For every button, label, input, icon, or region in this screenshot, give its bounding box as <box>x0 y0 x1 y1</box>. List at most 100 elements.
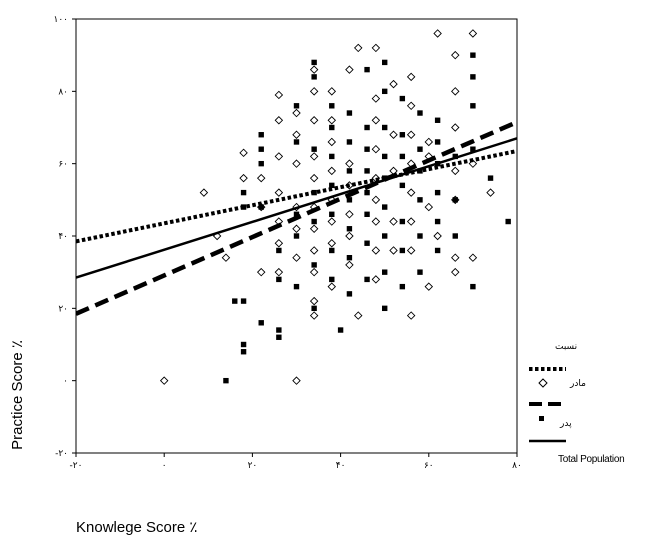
father-point <box>417 197 423 203</box>
father-point <box>505 218 511 225</box>
mother-point <box>292 224 301 234</box>
mother-point <box>292 376 301 385</box>
mother-point <box>309 173 319 183</box>
father-point <box>346 110 353 116</box>
mother-point <box>274 90 284 100</box>
father-point <box>470 52 476 58</box>
father-point <box>364 146 370 152</box>
mother-point <box>309 246 319 255</box>
father-point <box>470 283 476 290</box>
mother-point <box>199 188 209 197</box>
father-point <box>329 247 335 254</box>
mother-point <box>256 267 266 277</box>
father-point <box>346 291 353 297</box>
father-point <box>293 211 300 217</box>
father-point <box>258 160 264 167</box>
mother-point <box>239 148 248 158</box>
mother-point <box>309 152 319 161</box>
x-tick-label: ۴۰ <box>336 461 346 471</box>
mother-point <box>345 260 354 270</box>
y-axis-ticks: -۲۰ ۰ ۲۰ ۴۰ ۶۰ ۸۰ ۱۰۰ <box>53 15 76 459</box>
father-point <box>364 189 370 196</box>
father-fit-line <box>76 120 517 316</box>
mother-point <box>327 87 337 96</box>
father-point <box>399 247 406 254</box>
father-point <box>364 124 370 131</box>
y-axis-title: Practice Score ٪ <box>9 340 26 450</box>
father-point <box>382 204 388 210</box>
mother-point <box>309 311 319 320</box>
mother-point <box>274 267 284 277</box>
father-point <box>240 341 247 348</box>
mother-point <box>354 311 363 320</box>
father-point <box>364 211 370 217</box>
mother-point <box>406 130 416 139</box>
father-point <box>311 146 317 152</box>
father-point <box>276 334 282 340</box>
father-point <box>311 74 317 80</box>
mother-point <box>371 246 381 255</box>
father-point <box>470 74 476 80</box>
mother-point <box>406 101 416 111</box>
father-point <box>346 197 353 203</box>
legend-label-father: پدر <box>559 419 572 429</box>
mother-point <box>371 144 381 154</box>
mother-point <box>292 108 301 118</box>
mother-point <box>424 202 434 212</box>
father-point <box>434 117 441 123</box>
mother-point <box>371 195 381 205</box>
father-point <box>470 103 476 109</box>
x-axis-ticks: -۲۰ ۰ ۲۰ ۴۰ ۶۰ ۸۰ <box>70 453 522 471</box>
father-point <box>258 146 264 152</box>
mother-point <box>468 29 478 38</box>
father-point <box>337 327 344 333</box>
mother-point <box>309 116 319 125</box>
fit-lines <box>76 120 517 316</box>
father-point <box>276 327 282 333</box>
father-point <box>276 247 282 254</box>
father-point <box>329 103 335 109</box>
father-point <box>399 153 406 160</box>
legend-marker-mother <box>538 378 548 388</box>
mother-point <box>309 87 319 96</box>
mother-point <box>327 116 337 125</box>
y-tick-label: -۲۰ <box>55 449 68 459</box>
father-point <box>276 276 282 283</box>
father-point <box>232 298 238 304</box>
father-point <box>417 146 423 152</box>
father-point <box>364 168 370 174</box>
father-point <box>399 182 406 189</box>
mother-point <box>451 123 460 132</box>
mother-point <box>371 217 381 226</box>
father-point <box>223 377 229 384</box>
father-point <box>470 146 476 152</box>
father-point <box>399 283 406 290</box>
x-tick-label: ۰ <box>162 461 167 471</box>
x-tick-label: ۸۰ <box>512 461 522 471</box>
mother-point <box>274 116 284 125</box>
father-point <box>382 153 388 160</box>
father-point <box>240 189 247 196</box>
total-fit-line <box>76 137 517 279</box>
mother-point <box>274 152 284 161</box>
father-point <box>329 211 335 217</box>
father-point <box>311 262 317 268</box>
mother-point <box>239 173 248 183</box>
mother-point <box>371 94 381 103</box>
mother-point <box>451 253 460 262</box>
y-tick-label: ۲۰ <box>58 304 68 314</box>
father-point <box>311 305 317 312</box>
mother-point <box>406 246 416 255</box>
mother-point <box>309 224 319 234</box>
legend: نسبت مادر پدر Total Population <box>529 342 625 465</box>
father-point <box>329 153 335 160</box>
legend-label-mother: مادر <box>569 379 586 389</box>
mother-point <box>345 231 354 241</box>
father-point <box>364 66 370 73</box>
father-point <box>346 255 353 261</box>
mother-fit-line <box>76 149 517 244</box>
y-tick-label: ۴۰ <box>58 232 68 242</box>
father-point <box>329 182 335 189</box>
mother-point <box>327 217 337 226</box>
mother-point <box>389 130 398 139</box>
